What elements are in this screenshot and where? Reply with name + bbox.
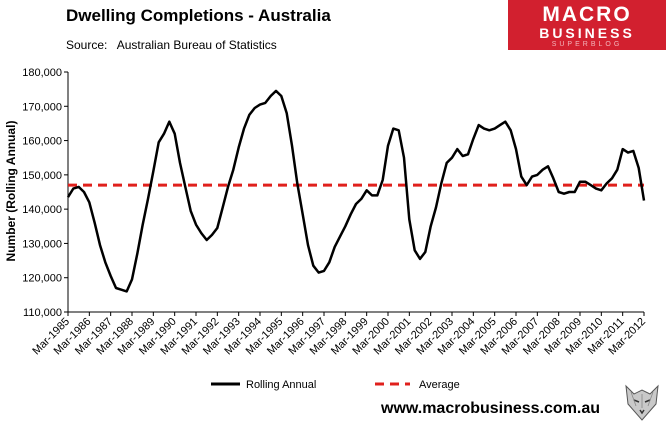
chart-title: Dwelling Completions - Australia [66, 6, 331, 25]
macrobusiness-logo[interactable]: MACRO BUSINESS SUPERBLOG [508, 0, 666, 50]
logo-line-2: BUSINESS [539, 25, 635, 41]
logo-line-1: MACRO [542, 3, 632, 26]
footer-url[interactable]: www.macrobusiness.com.au [381, 400, 601, 417]
x-axis: Mar-1985Mar-1986Mar-1987Mar-1988Mar-1989… [30, 311, 648, 357]
legend-label-average: Average [419, 379, 460, 391]
y-axis: 110,000 120,000 130,000 140,000 150,000 160,0… [22, 67, 69, 319]
legend-label-rolling-annual: Rolling Annual [246, 379, 316, 391]
wolf-emblem-icon [622, 380, 662, 422]
y-axis-title: Number (Rolling Annual) [4, 121, 18, 262]
source-note: Source: Australian Bureau of Statistics [66, 38, 277, 52]
logo-line-3: SUPERBLOG [551, 41, 623, 48]
y-tick-label: 140,000 [22, 204, 62, 216]
y-tick-label: 160,000 [22, 136, 62, 148]
legend: Rolling Annual Average [211, 379, 460, 391]
y-tick-label: 170,000 [22, 101, 62, 113]
rolling-annual-line [66, 89, 646, 293]
y-tick-label: 150,000 [22, 170, 62, 182]
y-tick-label: 180,000 [22, 67, 62, 79]
y-tick-label: 120,000 [22, 273, 62, 285]
y-tick-label: 130,000 [22, 238, 62, 250]
series-layer [66, 89, 646, 293]
y-tick-label: 110,000 [23, 307, 62, 319]
